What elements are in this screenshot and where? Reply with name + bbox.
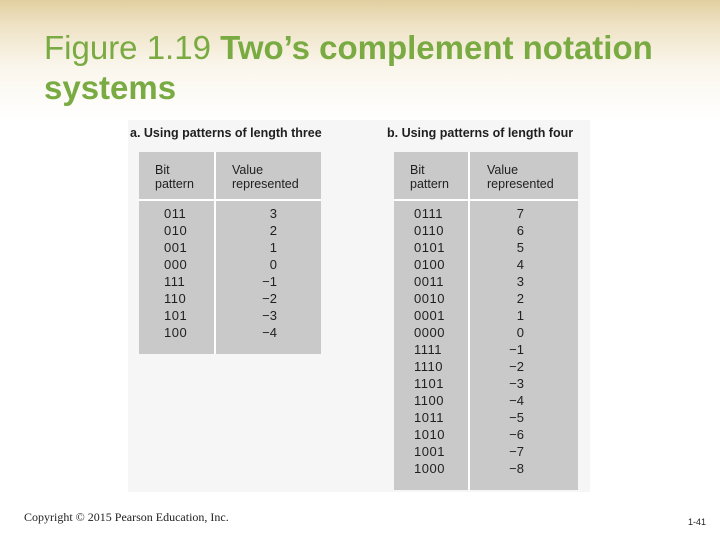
bit-pattern-cell: 0000 [414,325,445,340]
bit-pattern-cell: 1001 [414,444,445,459]
column-divider [468,152,470,490]
header-line: Bit [410,163,425,177]
bit-pattern-cell: 1100 [414,393,444,408]
value-cell: −1 [262,274,277,289]
bit-pattern-cell: 0011 [414,274,444,289]
bit-pattern-cell: 1011 [414,410,444,425]
header-line: represented [232,177,299,191]
header-divider [394,199,578,201]
slide-title-figure-number: Figure 1.19 [44,29,221,66]
header-line: Value [232,163,264,177]
bit-pattern-cell: 1010 [414,427,445,442]
value-cell: 4 [516,257,524,272]
caption-panel-b: b. Using patterns of length four [387,126,574,140]
bit-pattern-cell: 0101 [414,240,445,255]
value-cell: −1 [509,342,524,357]
bit-pattern-cell: 011 [164,206,187,221]
bit-pattern-cell: 1110 [414,359,443,374]
value-cell: 2 [516,291,524,306]
bit-pattern-cell: 0100 [414,257,445,272]
header-bit-pattern: Bit pattern [155,163,194,191]
value-cell: −4 [509,393,524,408]
value-cell: 5 [516,240,524,255]
header-bit-pattern: Bit pattern [410,163,449,191]
header-line: pattern [410,177,449,191]
bit-pattern-cell: 101 [164,308,188,323]
value-cell: −3 [262,308,277,323]
value-cell: −3 [509,376,524,391]
slide-title: Figure 1.19 Two’s complement notation sy… [44,28,684,108]
bit-pattern-cell: 0111 [414,206,443,221]
header-value-represented: Value represented [487,163,554,191]
value-cell: 3 [269,206,277,221]
bit-pattern-cell: 000 [164,257,188,272]
header-divider [139,199,321,201]
column-divider [214,152,216,354]
caption-panel-a: a. Using patterns of length three [130,126,322,140]
bit-pattern-column: 0111 0110 0101 0100 0011 0010 0001 0000 1111 1110… [414,205,445,477]
value-cell: 7 [516,206,524,221]
bit-pattern-cell: 100 [164,325,188,340]
header-line: represented [487,177,554,191]
bit-pattern-cell: 001 [164,240,188,255]
bit-pattern-cell: 111 [164,274,186,289]
value-cell: −7 [509,444,524,459]
value-cell: 2 [269,223,277,238]
copyright-footer: Copyright © 2015 Pearson Education, Inc. [24,510,229,524]
table-panel-b: Bit pattern Value represented 0111 0110 01… [394,152,578,490]
value-cell: −2 [262,291,277,306]
bit-pattern-cell: 1000 [414,461,445,476]
value-column: 7 6 5 4 3 2 1 0 −1 −2 −3 −4 −5 −6 −7 −8 [509,205,524,477]
header-line: pattern [155,177,194,191]
slide-number: 1-41 [687,517,706,527]
value-column: 3 2 1 0 −1 −2 −3 −4 [262,205,277,341]
value-cell: −8 [509,461,524,476]
table-panel-a: Bit pattern Value represented 011 010 001 0… [139,152,321,354]
value-cell: −2 [509,359,524,374]
bit-pattern-cell: 1111 [414,342,443,357]
bit-pattern-cell: 010 [164,223,188,238]
title-background-band [0,0,720,120]
header-value-represented: Value represented [232,163,299,191]
bit-pattern-cell: 110 [164,291,187,306]
slide-title-text: Two’s complement notation systems [44,29,653,106]
bit-pattern-column: 011 010 001 000 111 110 101 100 [164,205,187,341]
value-cell: −5 [509,410,524,425]
bit-pattern-cell: 1101 [414,376,444,391]
bit-pattern-cell: 0010 [414,291,445,306]
bit-pattern-cell: 0001 [414,308,445,323]
value-cell: 0 [516,325,524,340]
value-cell: 0 [269,257,277,272]
value-cell: 6 [516,223,524,238]
value-cell: 3 [516,274,524,289]
value-cell: −6 [509,427,524,442]
value-cell: −4 [262,325,277,340]
value-cell: 1 [269,240,277,255]
header-line: Bit [155,163,170,177]
value-cell: 1 [516,308,524,323]
header-line: Value [487,163,519,177]
bit-pattern-cell: 0110 [414,223,444,238]
